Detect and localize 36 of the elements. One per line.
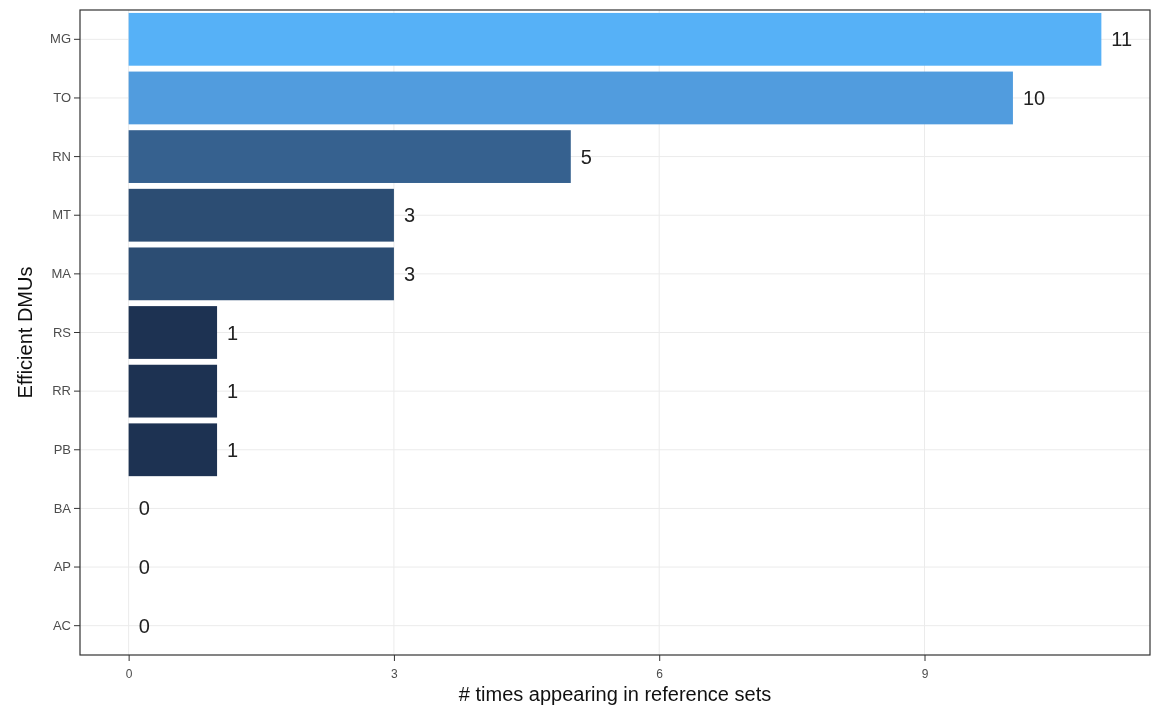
bar [128,247,394,301]
x-axis-title: # times appearing in reference sets [458,683,772,705]
bar [128,71,1013,125]
data-label: 1 [227,321,239,344]
y-tick-label: MT [52,207,72,223]
y-tick-label: RS [52,324,72,340]
bar [128,423,218,477]
data-label: 0 [138,614,150,637]
y-tick-label: MG [50,31,71,47]
y-tick-label: RR [52,383,71,399]
y-tick-label: RN [52,148,71,164]
data-label: 3 [403,262,416,285]
data-label: 0 [138,497,150,520]
data-label: 0 [138,556,150,579]
bar [128,12,1102,66]
y-tick-label: TO [53,90,71,106]
data-label: 11 [1111,28,1133,51]
y-tick-label: AP [53,559,71,575]
x-tick-label: 9 [921,667,929,682]
x-tick-label: 3 [391,667,399,682]
data-label: 5 [580,145,592,168]
x-tick-label: 0 [125,667,133,682]
bar [128,130,571,183]
y-tick-label: PB [53,441,71,457]
y-tick-label: BA [53,500,72,516]
y-tick-label: AC [52,617,71,633]
data-label: 3 [403,204,416,227]
data-label: 10 [1022,86,1046,109]
data-label: 1 [227,380,239,403]
y-tick-label: MA [51,266,72,282]
y-axis-title: Efficient DMUs [14,266,36,399]
x-tick-label: 6 [656,667,664,682]
bar [128,188,394,242]
bar [128,306,218,359]
data-label: 1 [227,438,239,461]
bar [128,364,218,418]
